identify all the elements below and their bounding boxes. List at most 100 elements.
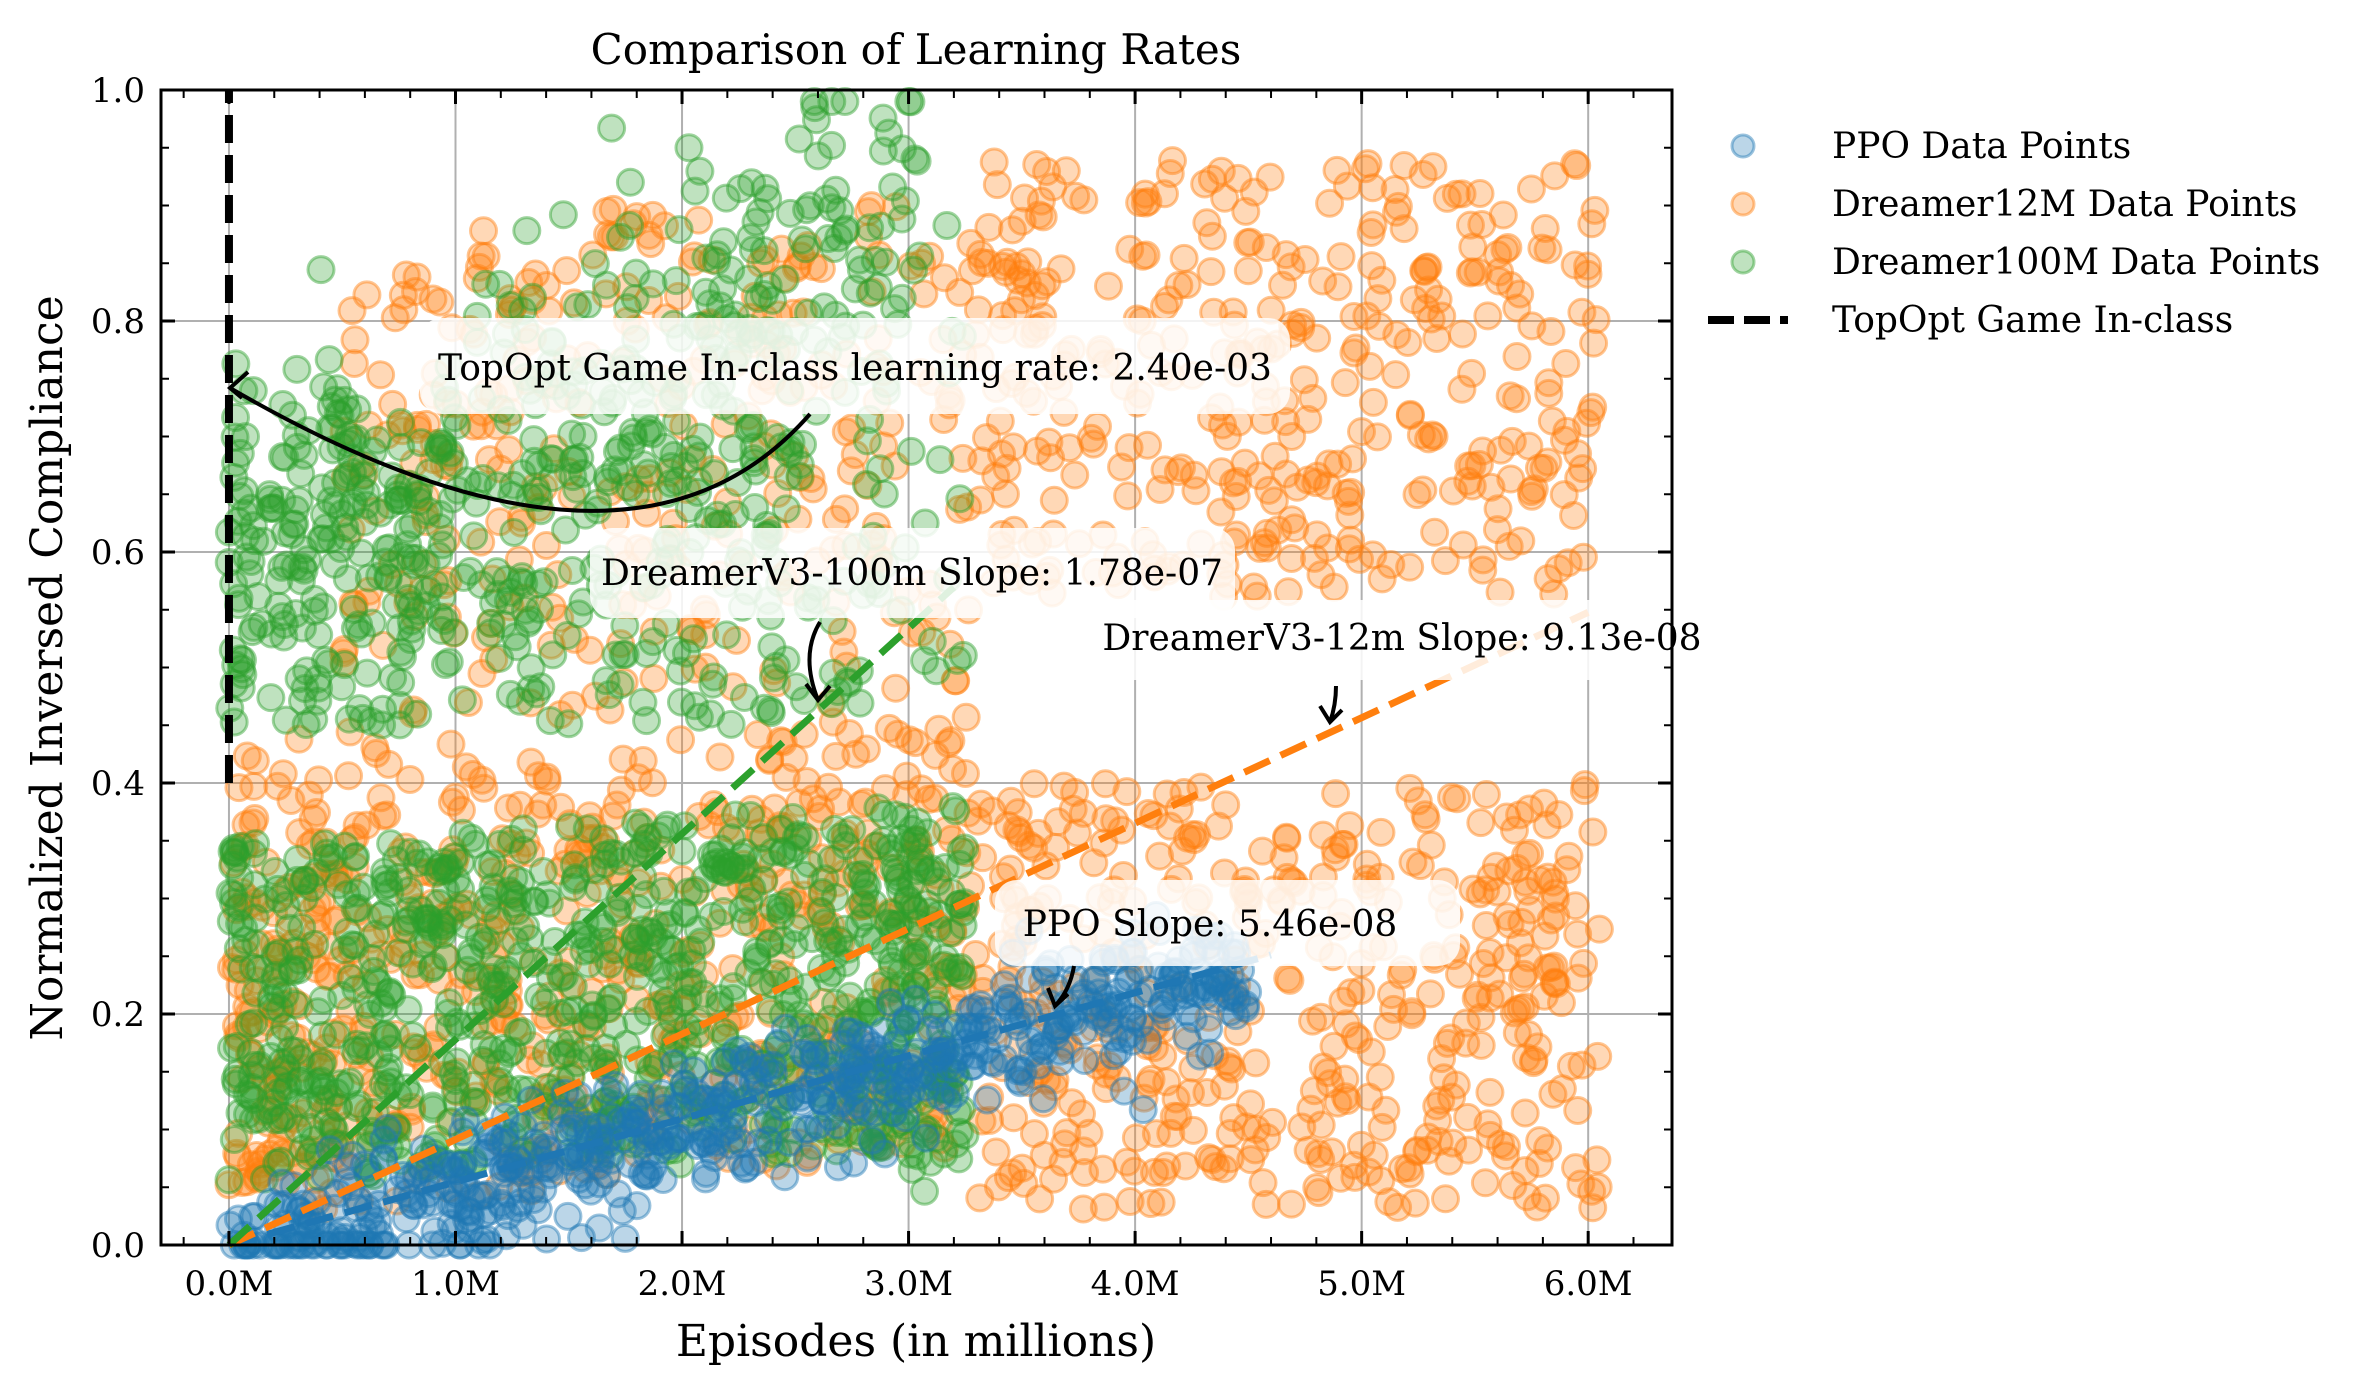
dreamer12m-point — [1539, 968, 1569, 998]
dreamer12m-point — [227, 877, 257, 907]
dreamer12m-point — [1019, 1119, 1049, 1149]
dreamer12m-point — [1026, 186, 1056, 216]
dreamer100m-point — [282, 354, 312, 384]
dreamer12m-point — [1455, 210, 1485, 240]
dreamer12m-point — [1062, 818, 1092, 848]
dreamer100m-point — [950, 833, 980, 863]
dreamer12m-point — [1563, 1096, 1593, 1126]
dreamer100m-point — [219, 888, 249, 918]
dreamer12m-point — [360, 496, 390, 526]
dreamer12m-point — [592, 1092, 622, 1122]
dreamer12m-point — [240, 746, 270, 776]
dreamer12m-point — [408, 575, 438, 605]
dreamer12m-point — [1150, 455, 1180, 485]
dreamer12m-point — [1335, 500, 1365, 530]
dreamer12m-point — [560, 624, 590, 654]
dreamer12m-point — [596, 1085, 626, 1115]
dreamer12m-point — [1366, 1166, 1396, 1196]
dreamer12m-point — [1319, 1031, 1349, 1061]
dreamer12m-point — [320, 1127, 350, 1157]
dreamer12m-point — [1578, 1193, 1608, 1223]
dreamer12m-point — [938, 915, 968, 945]
dreamer12m-point — [690, 960, 720, 990]
dreamer12m-point — [1383, 1192, 1413, 1222]
dreamer12m-point — [470, 623, 500, 653]
dreamer12m-point — [291, 865, 321, 895]
dreamer12m-point — [485, 507, 515, 537]
dreamer12m-point — [920, 740, 950, 770]
dreamer12m-point — [1149, 179, 1179, 209]
dreamer12m-point — [1006, 823, 1036, 853]
dreamer12m-point — [1422, 324, 1452, 354]
dreamer12m-point — [1230, 448, 1260, 478]
dreamer12m-point — [1125, 188, 1155, 218]
dreamer12m-point — [956, 228, 986, 258]
dreamer12m-point — [1513, 943, 1543, 973]
dreamer12m-point — [1003, 1029, 1033, 1059]
dreamer12m-point — [1395, 399, 1425, 429]
dreamer12m-point — [1583, 1172, 1613, 1202]
legend-marker-icon — [1730, 133, 1756, 159]
dreamer12m-point — [631, 933, 661, 963]
dreamer12m-point — [1178, 1115, 1208, 1145]
dreamer12m-point — [1411, 293, 1441, 323]
dreamer12m-point — [1206, 497, 1236, 527]
dreamer12m-point — [593, 1112, 623, 1142]
dreamer12m-point — [1276, 1189, 1306, 1219]
dreamer12m-point — [702, 1131, 732, 1161]
dreamer12m-point — [1089, 1192, 1119, 1222]
dreamer12m-point — [221, 945, 251, 975]
dreamer12m-point — [1091, 804, 1121, 834]
dreamer12m-point — [1206, 156, 1236, 186]
dreamer12m-point — [981, 461, 1011, 491]
dreamer12m-point — [329, 416, 359, 446]
dreamer12m-point — [1280, 513, 1310, 543]
dreamer12m-point — [733, 1115, 763, 1145]
dreamer12m-point — [667, 994, 697, 1024]
dreamer12m-point — [1170, 1151, 1200, 1181]
dreamer12m-point — [1181, 476, 1211, 506]
dreamer12m-point — [968, 963, 998, 993]
dreamer12m-point — [246, 1159, 276, 1189]
dreamer12m-point — [643, 1084, 673, 1114]
dreamer12m-point — [1115, 234, 1145, 264]
dreamer12m-point — [1345, 544, 1375, 574]
dreamer12m-point — [677, 444, 707, 474]
dreamer12m-point — [808, 1015, 838, 1045]
dreamer12m-point — [1420, 517, 1450, 547]
dreamer12m-point — [1483, 494, 1513, 524]
dreamer12m-point — [1308, 820, 1338, 850]
dreamer12m-point — [817, 1027, 847, 1057]
dreamer12m-point — [1468, 555, 1498, 585]
dreamer12m-point — [1409, 256, 1439, 286]
dreamer12m-point — [998, 1158, 1028, 1188]
dreamer12m-point — [1424, 1126, 1454, 1156]
dreamer12m-point — [807, 898, 837, 928]
dreamer12m-point — [982, 170, 1012, 200]
dreamer12m-point — [1003, 265, 1033, 295]
dreamer100m-point — [494, 1038, 524, 1068]
dreamer100m-point — [621, 808, 651, 838]
dreamer12m-point — [528, 790, 558, 820]
dreamer100m-point — [868, 103, 898, 133]
dreamer100m-point — [289, 883, 319, 913]
dreamer12m-point — [1358, 387, 1388, 417]
dreamer12m-point — [1121, 1123, 1151, 1153]
dreamer12m-point — [1492, 802, 1522, 832]
dreamer12m-point — [553, 456, 583, 486]
dreamer12m-point — [789, 880, 819, 910]
dreamer100m-point — [239, 1008, 269, 1038]
dreamer12m-point — [1052, 1118, 1082, 1148]
dreamer12m-point — [264, 957, 294, 987]
dreamer12m-point — [762, 668, 792, 698]
dreamer12m-point — [903, 832, 933, 862]
dreamer12m-point — [366, 360, 396, 390]
dreamer12m-point — [514, 268, 544, 298]
dreamer100m-point — [661, 266, 691, 296]
dreamer12m-point — [603, 935, 633, 965]
dreamer100m-point — [238, 511, 268, 541]
dreamer12m-point — [892, 761, 922, 791]
dreamer12m-point — [871, 976, 901, 1006]
dreamer12m-point — [479, 645, 509, 675]
dreamer12m-point — [395, 1112, 425, 1142]
